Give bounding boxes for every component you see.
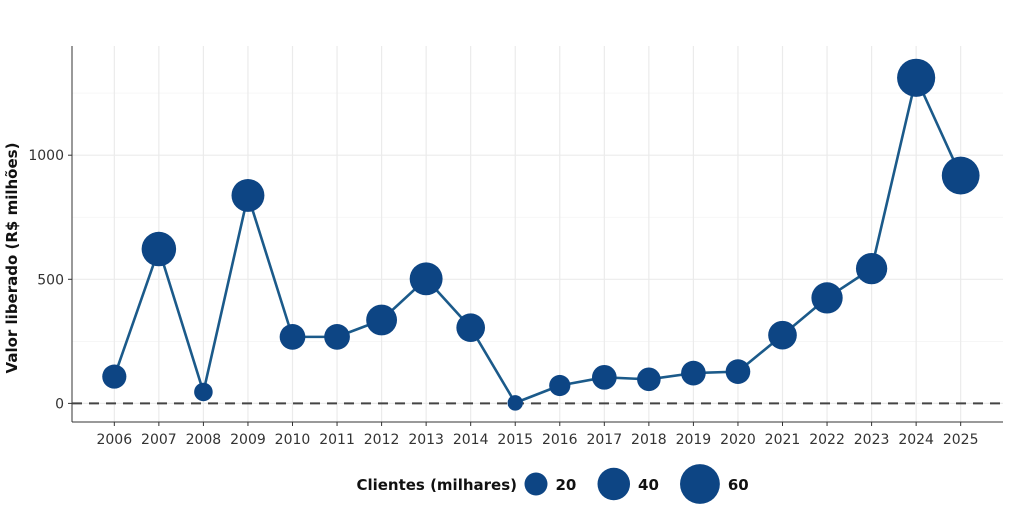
data-point-2010 (279, 324, 306, 350)
data-point-2017 (591, 364, 617, 390)
x-tick-label: 2010 (275, 432, 311, 448)
legend-key-20 (524, 472, 548, 496)
x-tick-label: 2008 (186, 432, 222, 448)
x-tick-label: 2019 (676, 432, 712, 448)
data-point-2025 (941, 156, 980, 195)
legend-key-40 (597, 467, 631, 501)
series-clientes (102, 58, 980, 411)
x-tick-label: 2023 (854, 432, 890, 448)
data-point-2006 (102, 364, 127, 389)
x-tick-label: 2014 (453, 432, 489, 448)
y-axis-label: Valor liberado (R$ milhões) (3, 143, 21, 374)
data-point-2020 (725, 359, 751, 384)
data-point-2019 (681, 360, 706, 386)
data-point-2007 (141, 231, 177, 267)
legend-label-60: 60 (728, 476, 749, 494)
x-tick-label: 2016 (542, 432, 578, 448)
data-point-2015 (507, 395, 523, 411)
x-tick-label: 2025 (943, 432, 979, 448)
y-tick-label: 500 (37, 272, 64, 288)
legend: Clientes (milhares) 20 40 60 (356, 464, 749, 504)
x-tick-label: 2020 (720, 432, 756, 448)
x-tick-label: 2012 (364, 432, 400, 448)
legend-key-60 (680, 464, 720, 504)
tick-labels: 0 500 1000 2006 2007 2008 2009 2010 2011 2012 2013… (28, 148, 978, 448)
x-tick-label: 2024 (898, 432, 934, 448)
x-tick-label: 2017 (586, 432, 622, 448)
data-point-2012 (366, 304, 398, 336)
series-line (113, 76, 962, 405)
data-point-2016 (549, 374, 571, 397)
data-point-2014 (456, 313, 485, 343)
data-point-2023 (855, 252, 888, 285)
x-tick-label: 2011 (319, 432, 355, 448)
data-point-2013 (409, 262, 443, 296)
x-tick-label: 2009 (230, 432, 266, 448)
x-tick-label: 2013 (408, 432, 444, 448)
x-tick-label: 2006 (96, 432, 132, 448)
y-tick-label: 1000 (28, 148, 64, 164)
data-point-2011 (324, 324, 350, 350)
x-tick-label: 2021 (765, 432, 801, 448)
data-point-2009 (231, 178, 265, 212)
grid (72, 46, 1003, 422)
data-point-2024 (897, 58, 936, 97)
data-point-2018 (637, 367, 661, 392)
legend-label-20: 20 (556, 476, 577, 494)
x-tick-label: 2007 (141, 432, 177, 448)
data-point-2008 (194, 382, 213, 402)
y-tick-label: 0 (55, 396, 64, 412)
axes (68, 46, 1003, 426)
data-point-2021 (768, 320, 797, 350)
x-tick-label: 2015 (497, 432, 533, 448)
x-tick-label: 2022 (809, 432, 845, 448)
legend-title: Clientes (milhares) (356, 476, 517, 494)
x-tick-label: 2018 (631, 432, 667, 448)
legend-label-40: 40 (638, 476, 659, 494)
data-point-2022 (811, 282, 843, 314)
